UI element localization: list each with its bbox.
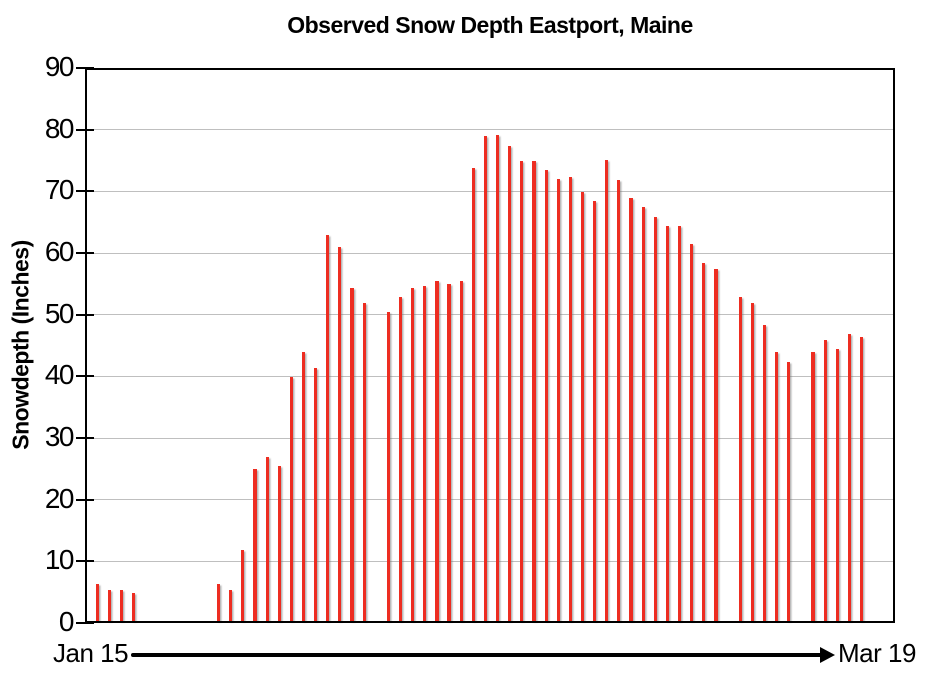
gridline-20 <box>87 499 893 501</box>
y-axis-tick-labels: 0 10 20 30 40 50 60 70 80 90 <box>0 52 75 635</box>
y-tick-label-50: 50 <box>44 297 75 329</box>
y-tick-label-90: 90 <box>44 50 75 82</box>
chart-title: Observed Snow Depth Eastport, Maine <box>287 12 693 38</box>
bar-mar-16 <box>823 339 827 621</box>
y-axis-tick-60 <box>76 252 94 254</box>
y-tick-label-60: 60 <box>44 235 75 267</box>
bar-feb-15 <box>471 168 475 621</box>
bar-feb-19 <box>520 161 524 621</box>
bar-jan-31 <box>289 376 293 621</box>
bar-jan-18 <box>132 592 136 621</box>
bar-feb-17 <box>495 135 500 621</box>
bar-mar-12 <box>774 352 779 621</box>
bar-mar-3 <box>665 225 669 621</box>
y-tick-label-30: 30 <box>44 420 75 452</box>
x-axis-arrow-line <box>131 653 822 657</box>
bar-feb-27 <box>617 179 621 621</box>
y-axis-tick-10 <box>76 560 94 563</box>
bar-jan-30 <box>277 466 281 621</box>
y-axis-tick-50 <box>76 313 94 316</box>
bar-mar-10 <box>750 302 754 621</box>
bar-jan-15 <box>95 583 99 621</box>
bar-feb-12 <box>435 281 439 621</box>
bar-jan-17 <box>119 589 124 621</box>
bar-feb-14 <box>459 281 463 621</box>
bar-feb-21 <box>544 170 548 621</box>
plot-border-top <box>85 68 895 70</box>
gridline-10 <box>87 560 893 562</box>
y-tick-label-10: 10 <box>44 544 75 576</box>
bar-mar-1 <box>641 207 645 621</box>
y-axis-line <box>85 68 87 623</box>
bar-mar-13 <box>787 361 791 621</box>
bar-feb-16 <box>483 136 488 621</box>
y-axis-tick-80 <box>76 128 94 131</box>
y-tick-label-80: 80 <box>44 112 75 144</box>
bar-mar-11 <box>762 324 767 621</box>
bar-feb-3 <box>326 235 330 621</box>
x-axis-arrowhead-icon <box>820 647 835 663</box>
bar-feb-10 <box>411 287 415 621</box>
bar-feb-26 <box>605 160 609 621</box>
gridline-30 <box>87 437 893 439</box>
y-tick-label-70: 70 <box>44 174 75 206</box>
bar-mar-5 <box>690 244 694 621</box>
gridline-50 <box>87 314 893 316</box>
bar-mar-9 <box>738 296 742 621</box>
bar-jan-29 <box>265 457 269 621</box>
bar-mar-4 <box>677 225 682 621</box>
y-tick-label-20: 20 <box>44 482 75 514</box>
y-axis-tick-70 <box>76 190 94 193</box>
bar-feb-11 <box>423 285 427 621</box>
bar-feb-8 <box>386 312 390 621</box>
x-axis-start-label: Jan 15 <box>53 638 129 668</box>
bar-feb-1 <box>301 352 306 621</box>
gridline-40 <box>87 375 893 377</box>
bar-jan-28 <box>253 469 257 621</box>
bar-feb-23 <box>568 176 572 621</box>
bar-feb-24 <box>580 191 585 621</box>
y-axis-tick-90 <box>76 67 94 69</box>
y-axis-tick-0 <box>76 622 94 624</box>
gridline-80 <box>87 129 893 131</box>
y-tick-label-40: 40 <box>44 359 75 391</box>
bar-mar-17 <box>835 349 839 621</box>
bar-mar-2 <box>653 216 657 621</box>
x-axis-line <box>85 620 895 623</box>
bar-feb-13 <box>447 283 451 621</box>
bar-mar-15 <box>811 352 815 621</box>
y-tick-label-0: 0 <box>58 605 75 637</box>
y-axis-tick-40 <box>76 375 94 378</box>
y-axis-tick-30 <box>76 437 94 439</box>
gridline-60 <box>87 252 893 254</box>
bar-feb-22 <box>556 178 560 621</box>
bar-feb-6 <box>362 302 366 621</box>
bar-mar-19 <box>859 336 864 621</box>
bar-feb-28 <box>629 198 633 621</box>
bar-feb-25 <box>593 201 597 621</box>
bar-feb-2 <box>314 367 318 621</box>
plot-border-right <box>893 68 895 623</box>
bar-jan-26 <box>229 589 233 621</box>
bar-feb-4 <box>338 247 342 621</box>
bar-mar-7 <box>714 269 718 621</box>
bar-feb-5 <box>350 287 354 621</box>
bar-feb-18 <box>508 145 512 621</box>
bar-mar-6 <box>702 262 706 621</box>
y-axis-tick-20 <box>76 498 94 501</box>
bar-feb-9 <box>398 296 403 621</box>
plot-area <box>76 67 895 624</box>
bar-feb-20 <box>532 161 536 621</box>
bar-jan-16 <box>107 589 112 621</box>
bar-jan-27 <box>241 549 245 621</box>
x-axis-end-label: Mar 19 <box>838 638 916 668</box>
bar-mar-18 <box>847 333 851 621</box>
gridline-70 <box>87 190 893 192</box>
bar-jan-25 <box>217 583 221 621</box>
